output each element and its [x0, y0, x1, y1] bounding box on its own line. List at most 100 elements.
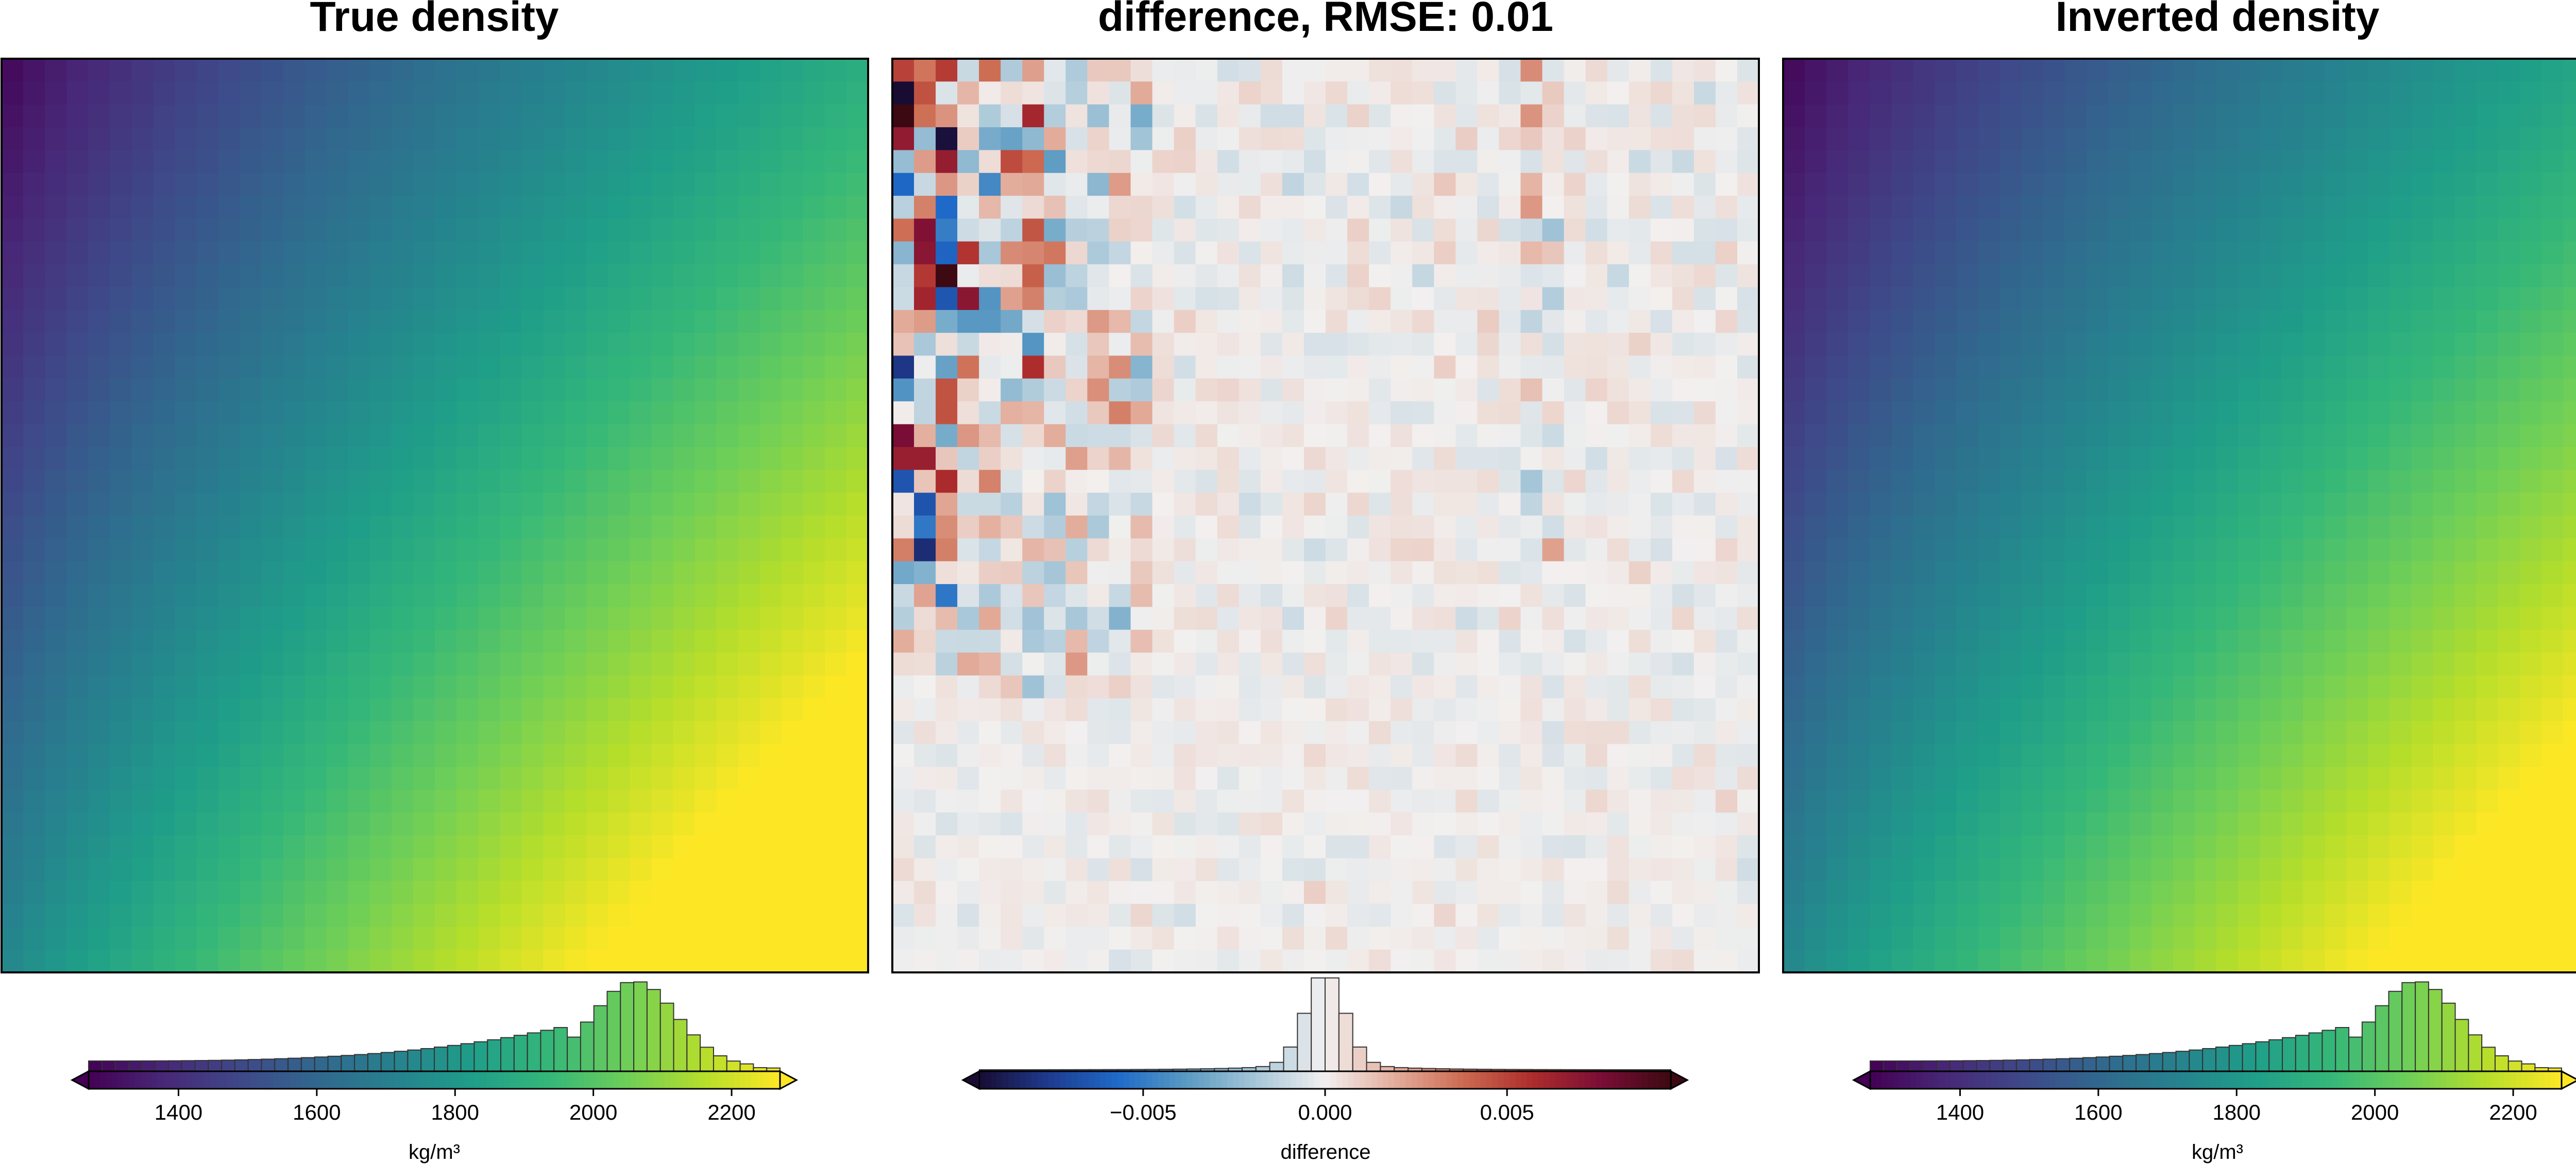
- heatmap-cell: [2129, 927, 2152, 950]
- heatmap-cell: [1672, 584, 1694, 607]
- heatmap-cell: [1260, 104, 1283, 128]
- heatmap-cell: [2043, 744, 2065, 767]
- heatmap-cell: [2151, 173, 2174, 196]
- heatmap-cell: [2563, 653, 2576, 676]
- heatmap-cell: [1629, 173, 1651, 196]
- heatmap-cell: [1065, 310, 1088, 333]
- heatmap-cell: [1369, 698, 1391, 722]
- heatmap-cell: [803, 516, 825, 539]
- heatmap-cell: [196, 81, 219, 105]
- heatmap-cell: [175, 447, 197, 470]
- heatmap-cell: [66, 424, 89, 448]
- heatmap-cell: [2411, 629, 2434, 653]
- heatmap-cell: [2086, 424, 2109, 448]
- heatmap-cell: [892, 424, 914, 448]
- heatmap-cell: [1477, 104, 1499, 128]
- heatmap-cell: [2260, 310, 2282, 333]
- heatmap-cell: [348, 698, 370, 722]
- heatmap-cell: [1217, 104, 1240, 128]
- heatmap-cell: [2368, 104, 2390, 128]
- heatmap-cell: [1326, 333, 1348, 356]
- heatmap-cell: [2498, 516, 2520, 539]
- heatmap-cell: [1629, 790, 1651, 813]
- heatmap-cell: [2129, 492, 2152, 516]
- heatmap-cell: [1585, 835, 1608, 859]
- heatmap-cell: [2, 355, 24, 379]
- heatmap-cell: [2346, 287, 2368, 311]
- heatmap-cell: [1412, 150, 1434, 174]
- heatmap-cell: [23, 561, 45, 585]
- heatmap-cell: [2216, 653, 2239, 676]
- heatmap-cell: [1130, 355, 1153, 379]
- heatmap-cell: [1629, 470, 1651, 493]
- heatmap-cell: [586, 424, 608, 448]
- heatmap-cell: [2281, 607, 2303, 630]
- heatmap-cell: [1935, 927, 1957, 950]
- heatmap-cell: [2563, 698, 2576, 722]
- heatmap-cell: [1870, 447, 1892, 470]
- heatmap-cell: [1978, 470, 2001, 493]
- histogram-bar: [420, 1048, 435, 1072]
- heatmap-cell: [218, 355, 241, 379]
- heatmap-cell: [1805, 584, 1827, 607]
- heatmap-cell: [1783, 881, 1805, 904]
- heatmap-cell: [2043, 927, 2065, 950]
- heatmap-cell: [630, 561, 652, 585]
- heatmap-cell: [304, 492, 327, 516]
- heatmap-cell: [1956, 127, 1979, 150]
- heatmap-cell: [1585, 561, 1608, 585]
- heatmap-cell: [892, 858, 914, 882]
- heatmap-cell: [2086, 333, 2109, 356]
- heatmap-cell: [413, 903, 435, 927]
- heatmap-cell: [2346, 378, 2368, 402]
- heatmap-cell: [1239, 104, 1261, 128]
- heatmap-cell: [326, 104, 349, 128]
- heatmap-cell: [1891, 447, 1913, 470]
- heatmap-cell: [759, 127, 782, 150]
- heatmap-cell: [1715, 104, 1738, 128]
- heatmap-cell: [1347, 629, 1369, 653]
- heatmap-cell: [478, 927, 500, 950]
- heatmap-cell: [110, 355, 132, 379]
- heatmap-cell: [1326, 698, 1348, 722]
- heatmap-cell: [1195, 470, 1218, 493]
- heatmap-cell: [781, 355, 804, 379]
- heatmap-cell: [1065, 812, 1088, 836]
- heatmap-cell: [1913, 629, 1935, 653]
- heatmap-cell: [2173, 766, 2195, 790]
- heatmap-cell: [1693, 584, 1716, 607]
- heatmap-cell: [1001, 790, 1023, 813]
- heatmap-cell: [2541, 584, 2564, 607]
- heatmap-cell: [1913, 401, 1935, 425]
- heatmap-cell: [1956, 949, 1979, 973]
- heatmap-cell: [2411, 927, 2434, 950]
- heatmap-cell: [1282, 675, 1304, 699]
- heatmap-cell: [2346, 835, 2368, 859]
- heatmap-cell: [586, 790, 608, 813]
- heatmap-cell: [153, 675, 175, 699]
- heatmap-cell: [153, 766, 175, 790]
- heatmap-cell: [2064, 241, 2087, 265]
- heatmap-cell: [88, 766, 110, 790]
- heatmap-cell: [131, 744, 154, 767]
- heatmap-cell: [1455, 766, 1478, 790]
- heatmap-cell: [1130, 903, 1153, 927]
- heatmap-cell: [979, 949, 1001, 973]
- heatmap-cell: [23, 401, 45, 425]
- heatmap-cell: [304, 447, 327, 470]
- histogram-bar: [659, 1002, 674, 1072]
- heatmap-cell: [694, 424, 717, 448]
- heatmap-cell: [1195, 310, 1218, 333]
- heatmap-cell: [979, 104, 1001, 128]
- colorbar-segment: [365, 1071, 371, 1089]
- heatmap-cell: [2454, 698, 2477, 722]
- heatmap-cell: [957, 310, 979, 333]
- heatmap-cell: [1956, 424, 1979, 448]
- heatmap-cell: [435, 355, 457, 379]
- heatmap-cell: [456, 196, 479, 219]
- heatmap-cell: [1152, 218, 1175, 242]
- heatmap-cell: [1217, 241, 1240, 265]
- heatmap-cell: [1152, 629, 1175, 653]
- heatmap-cell: [1870, 698, 1892, 722]
- heatmap-cell: [2368, 173, 2390, 196]
